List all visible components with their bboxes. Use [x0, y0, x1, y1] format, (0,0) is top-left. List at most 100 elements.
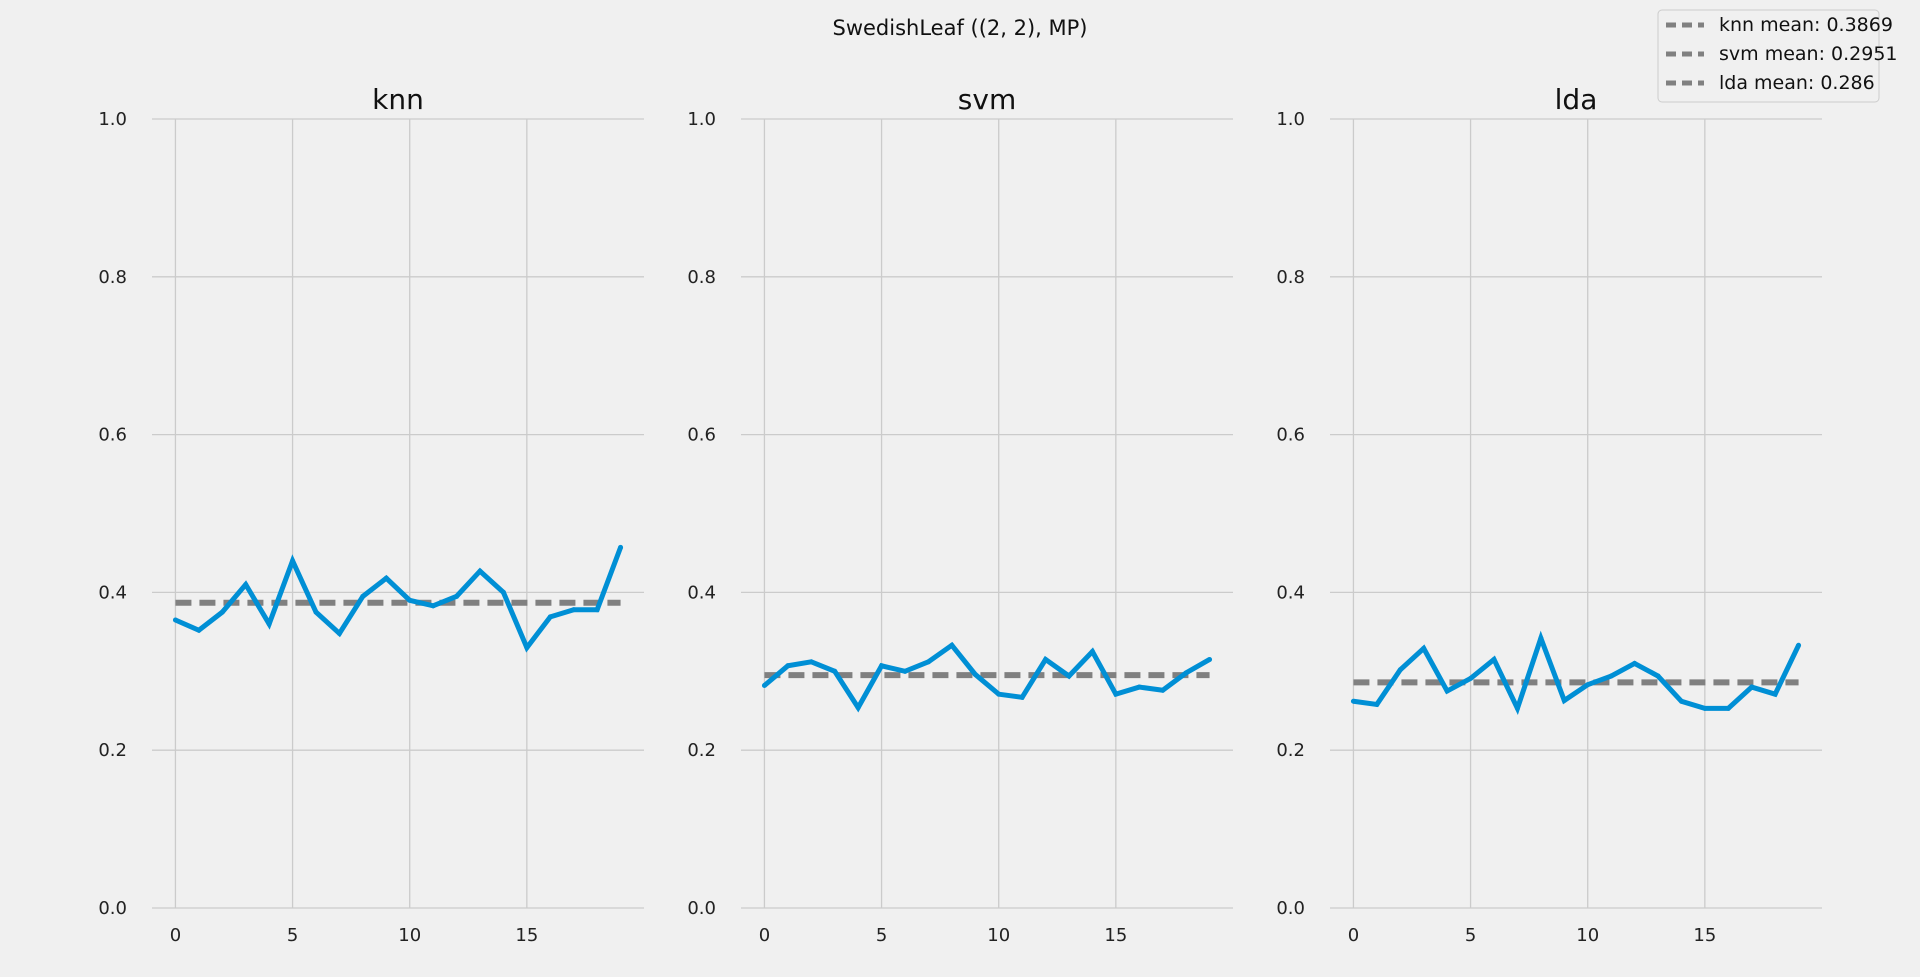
data-point	[1089, 649, 1095, 655]
panel-knn: knn 0.0 0.2 0.4 0.6 0.8 1.0 0 5 10 15	[98, 83, 644, 946]
data-point	[360, 593, 366, 599]
y-tick-label: 1.0	[687, 109, 716, 130]
data-point	[1772, 691, 1778, 697]
data-point	[1160, 687, 1166, 693]
data-point	[1702, 705, 1708, 711]
panel-lda: lda 0.0 0.2 0.4 0.6 0.8 1.0 0 5 10 15	[1276, 83, 1822, 946]
x-tick-label: 10	[398, 925, 421, 946]
legend-entry-lda: lda mean: 0.286	[1719, 72, 1875, 94]
data-point	[832, 668, 838, 674]
data-point	[477, 568, 483, 574]
x-tick-label: 0	[759, 925, 770, 946]
data-point	[1468, 675, 1474, 681]
y-tick-label: 0.6	[687, 425, 716, 446]
y-tick-label: 0.8	[687, 267, 716, 288]
data-point	[1397, 667, 1403, 673]
data-point	[1491, 656, 1497, 662]
y-tick-label: 1.0	[1276, 109, 1305, 130]
x-tick-label: 10	[987, 925, 1010, 946]
data-point	[571, 607, 577, 613]
data-point	[855, 705, 861, 711]
data-point	[1207, 656, 1213, 662]
data-point	[1043, 656, 1049, 662]
y-tick-label: 0.6	[1276, 425, 1305, 446]
data-point	[196, 627, 202, 633]
data-point	[313, 609, 319, 615]
x-tick-label: 5	[287, 925, 298, 946]
y-tick-label: 0.0	[98, 898, 127, 919]
legend-entry-knn: knn mean: 0.3869	[1719, 14, 1893, 36]
data-point	[1444, 688, 1450, 694]
data-point	[902, 668, 908, 674]
data-point	[1113, 691, 1119, 697]
y-tick-label: 0.4	[98, 582, 127, 603]
data-point	[785, 663, 791, 669]
panel-title: svm	[958, 83, 1016, 116]
data-point	[1019, 694, 1025, 700]
data-point	[1374, 701, 1380, 707]
y-tick-label: 0.2	[98, 740, 127, 761]
data-point	[407, 597, 413, 603]
x-tick-label: 0	[170, 925, 181, 946]
data-point	[219, 609, 225, 615]
y-tick-label: 0.2	[687, 740, 716, 761]
y-tick-label: 0.4	[687, 582, 716, 603]
x-tick-label: 15	[515, 925, 538, 946]
y-tick-label: 0.0	[687, 898, 716, 919]
x-tick-label: 10	[1576, 925, 1599, 946]
data-point	[290, 558, 296, 564]
data-point	[1632, 660, 1638, 666]
legend-frame	[1657, 9, 1880, 103]
y-tick-label: 0.0	[1276, 898, 1305, 919]
data-point	[172, 617, 178, 623]
y-tick-label: 1.0	[98, 109, 127, 130]
y-tick-label: 0.8	[98, 267, 127, 288]
x-tick-label: 5	[876, 925, 887, 946]
data-point	[594, 607, 600, 613]
data-point	[547, 614, 553, 620]
data-point	[1796, 642, 1802, 648]
data-point	[1678, 698, 1684, 704]
data-point	[879, 663, 885, 669]
series-line	[174, 546, 623, 653]
data-point	[761, 683, 767, 689]
data-point	[925, 659, 931, 665]
legend-entry-svm: svm mean: 0.2951	[1719, 43, 1898, 65]
data-point	[618, 544, 624, 550]
data-point	[996, 691, 1002, 697]
data-point	[1066, 673, 1072, 679]
x-tick-label: 15	[1104, 925, 1127, 946]
data-point	[949, 642, 955, 648]
data-point	[454, 593, 460, 599]
data-point	[1608, 673, 1614, 679]
data-point	[1421, 645, 1427, 651]
x-tick-label: 5	[1465, 925, 1476, 946]
data-point	[266, 621, 272, 627]
data-point	[383, 575, 389, 581]
data-point	[336, 630, 342, 636]
data-point	[1136, 684, 1142, 690]
data-point	[1350, 698, 1356, 704]
series-line	[762, 641, 1211, 713]
data-point	[808, 659, 814, 665]
data-point	[430, 603, 436, 609]
data-point	[1655, 673, 1661, 679]
figure-title: SwedishLeaf ((2, 2), MP)	[832, 16, 1087, 40]
data-point	[972, 671, 978, 677]
data-point	[1538, 635, 1544, 641]
data-point	[524, 645, 530, 651]
data-point	[243, 582, 249, 588]
y-tick-label: 0.6	[98, 425, 127, 446]
panel-title: knn	[372, 83, 424, 116]
data-point	[500, 589, 506, 595]
y-tick-label: 0.2	[1276, 740, 1305, 761]
series-line	[1353, 630, 1801, 716]
x-tick-label: 0	[1348, 925, 1359, 946]
y-tick-label: 0.4	[1276, 582, 1305, 603]
panel-title: lda	[1555, 83, 1598, 116]
data-point	[1725, 705, 1731, 711]
y-tick-label: 0.8	[1276, 267, 1305, 288]
panel-svm: svm 0.0 0.2 0.4 0.6 0.8 1.0 0 5 10 15	[687, 83, 1233, 946]
